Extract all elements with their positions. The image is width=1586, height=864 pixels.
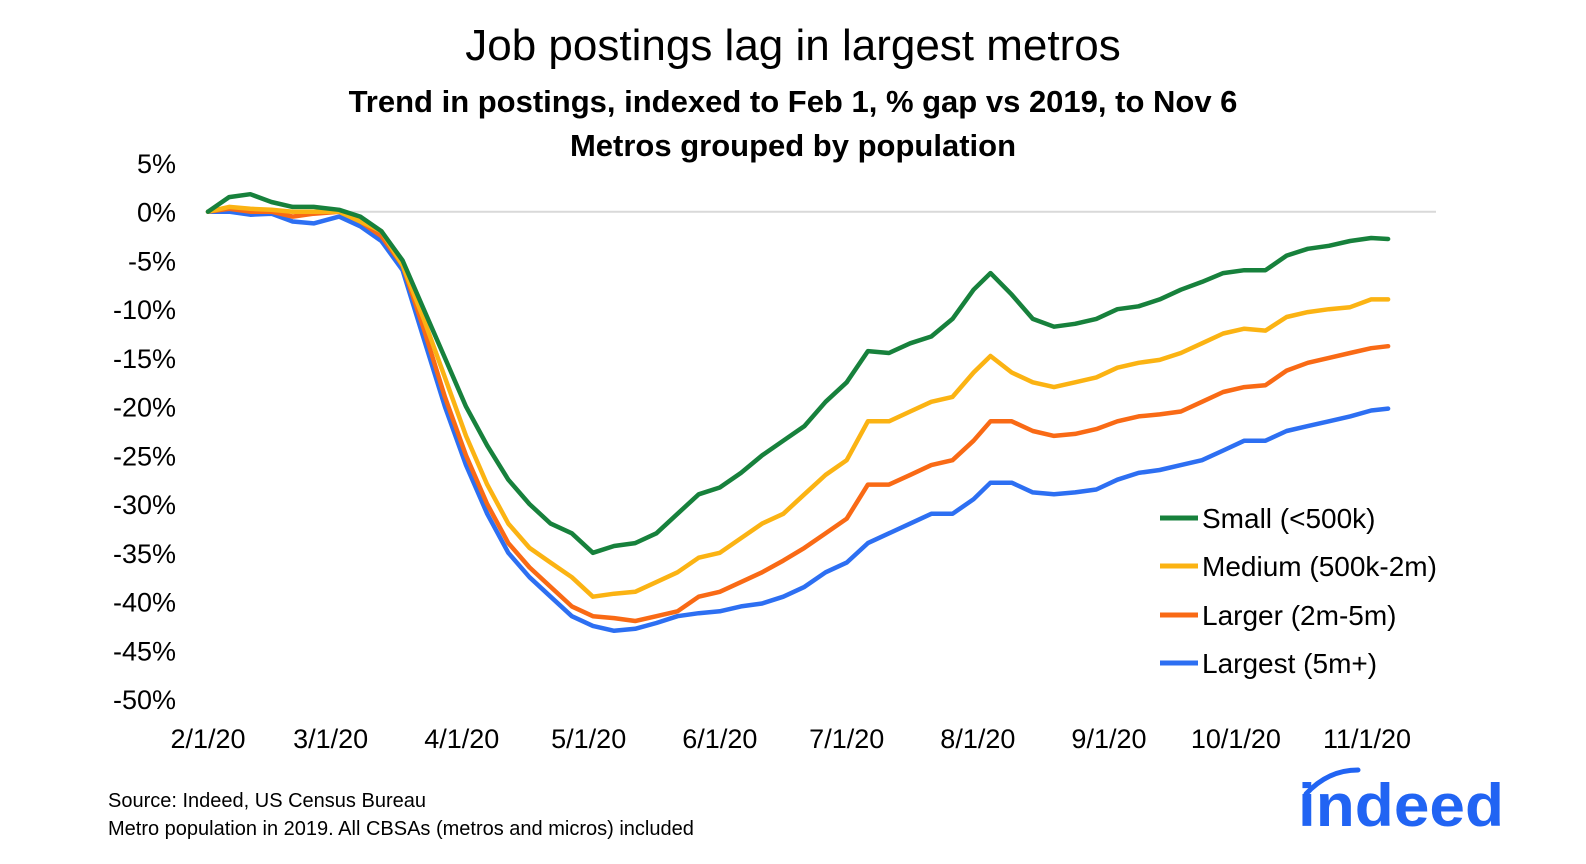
y-tick-label: -40%: [113, 588, 176, 618]
logo-arc-icon: [1303, 767, 1361, 797]
y-tick-label: -15%: [113, 344, 176, 374]
x-tick-label: 9/1/20: [1071, 724, 1146, 754]
series-line-medium: [205, 204, 1391, 599]
legend-label-largest: Largest (5m+): [1202, 648, 1377, 679]
x-axis: 2/1/20 3/1/20 4/1/20 5/1/20 6/1/20 7/1/20 8/1/…: [170, 724, 1411, 754]
series-line-small: [205, 191, 1391, 556]
y-tick-label: -30%: [113, 490, 176, 520]
population-note: Metro population in 2019. All CBSAs (met…: [108, 818, 694, 840]
legend-label-larger: Larger (2m-5m): [1202, 600, 1396, 631]
legend-label-medium: Medium (500k-2m): [1202, 551, 1437, 582]
x-tick-label: 8/1/20: [940, 724, 1015, 754]
legend: Small (<500k) Medium (500k-2m) Larger (2m-…: [1160, 503, 1437, 679]
y-axis: 5% 0% -5% -10% -15% -20% -25% -30% -35% -40% -45% -…: [113, 149, 176, 715]
x-tick-label: 7/1/20: [809, 724, 884, 754]
x-tick-label: 5/1/20: [551, 724, 626, 754]
y-tick-label: 0%: [137, 198, 176, 228]
x-tick-label: 10/1/20: [1191, 724, 1281, 754]
logo-text: indeed: [1298, 772, 1504, 839]
x-tick-label: 4/1/20: [424, 724, 499, 754]
y-tick-label: -45%: [113, 636, 176, 666]
x-tick-label: 3/1/20: [293, 724, 368, 754]
y-tick-label: -25%: [113, 441, 176, 471]
y-tick-label: -20%: [113, 393, 176, 423]
x-tick-label: 6/1/20: [682, 724, 757, 754]
chart-title: Job postings lag in largest metros: [465, 21, 1121, 70]
x-tick-label: 11/1/20: [1323, 724, 1411, 754]
y-tick-label: -5%: [128, 246, 176, 276]
series-lines: [205, 191, 1391, 634]
chart-subtitle-secondary: Metros grouped by population: [569, 128, 1017, 163]
y-tick-label: 5%: [137, 149, 176, 179]
indeed-logo: indeed: [1298, 767, 1504, 839]
y-tick-label: -50%: [113, 685, 176, 715]
y-tick-label: -10%: [113, 295, 176, 325]
y-tick-label: -35%: [113, 539, 176, 569]
x-tick-label: 2/1/20: [170, 724, 245, 754]
legend-label-small: Small (<500k): [1202, 503, 1376, 534]
chart-subtitle: Trend in postings, indexed to Feb 1, % g…: [348, 84, 1238, 119]
source-note: Source: Indeed, US Census Bureau: [108, 790, 426, 812]
